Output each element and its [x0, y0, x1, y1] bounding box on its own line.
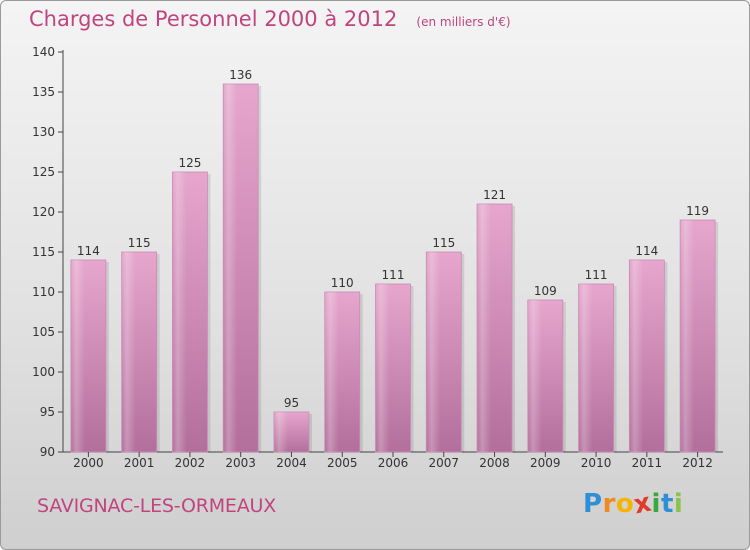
logo-letter: i — [673, 489, 684, 519]
bar-value-label: 115 — [432, 236, 455, 250]
logo-letter: i — [651, 489, 661, 519]
bar-value-label: 109 — [534, 284, 557, 298]
y-tick-label: 90 — [40, 445, 55, 459]
y-tick-label: 105 — [32, 325, 55, 339]
bar-value-label: 111 — [585, 268, 608, 282]
bar-highlight — [172, 172, 208, 452]
commune-name: SAVIGNAC-LES-ORMEAUX — [37, 495, 277, 517]
title-row: Charges de Personnel 2000 à 2012 (en mil… — [29, 7, 511, 31]
bar-value-label: 111 — [382, 268, 405, 282]
bar-highlight — [426, 252, 462, 452]
bar-value-label: 125 — [178, 156, 201, 170]
bar-highlight — [70, 260, 106, 452]
bar-highlight — [273, 412, 309, 452]
bar-highlight — [527, 300, 563, 452]
logo-letter: o — [615, 489, 635, 519]
x-tick-label: 2012 — [682, 456, 713, 470]
bar-value-label: 136 — [229, 68, 252, 82]
y-tick-label: 100 — [32, 365, 55, 379]
proxiti-logo: Proxiti — [583, 488, 684, 521]
y-tick-label: 125 — [32, 165, 55, 179]
bar-value-label: 119 — [686, 204, 709, 218]
chart-title: Charges de Personnel 2000 à 2012 — [29, 7, 398, 31]
y-tick-label: 95 — [40, 405, 55, 419]
x-tick-label: 2011 — [632, 456, 663, 470]
logo-letter: r — [602, 489, 616, 519]
bar-highlight — [629, 260, 665, 452]
x-tick-label: 2010 — [581, 456, 612, 470]
bar-highlight — [477, 204, 513, 452]
bar-value-label: 121 — [483, 188, 506, 202]
x-tick-label: 2000 — [73, 456, 104, 470]
bar-highlight — [578, 284, 614, 452]
x-tick-label: 2007 — [428, 456, 459, 470]
bar-highlight — [121, 252, 157, 452]
x-tick-label: 2009 — [530, 456, 561, 470]
logo-letter: P — [583, 489, 603, 519]
x-tick-label: 2002 — [175, 456, 206, 470]
x-tick-label: 2003 — [225, 456, 256, 470]
y-tick-label: 140 — [32, 45, 55, 59]
y-tick-label: 135 — [32, 85, 55, 99]
y-tick-label: 120 — [32, 205, 55, 219]
bar-highlight — [680, 220, 716, 452]
x-tick-label: 2004 — [276, 456, 307, 470]
y-tick-label: 110 — [32, 285, 55, 299]
bar-value-label: 110 — [331, 276, 354, 290]
bar-value-label: 114 — [77, 244, 100, 258]
bar-highlight — [324, 292, 360, 452]
bar-value-label: 95 — [284, 396, 299, 410]
x-tick-label: 2005 — [327, 456, 358, 470]
logo-letter: t — [660, 489, 674, 519]
bar-value-label: 115 — [128, 236, 151, 250]
bar-highlight — [375, 284, 411, 452]
x-tick-label: 2008 — [479, 456, 510, 470]
y-tick-label: 115 — [32, 245, 55, 259]
bar-highlight — [223, 84, 259, 452]
bar-value-label: 114 — [635, 244, 658, 258]
x-tick-label: 2006 — [378, 456, 409, 470]
y-tick-label: 130 — [32, 125, 55, 139]
x-tick-label: 2001 — [124, 456, 155, 470]
chart-subtitle: (en milliers d'€) — [416, 15, 511, 29]
